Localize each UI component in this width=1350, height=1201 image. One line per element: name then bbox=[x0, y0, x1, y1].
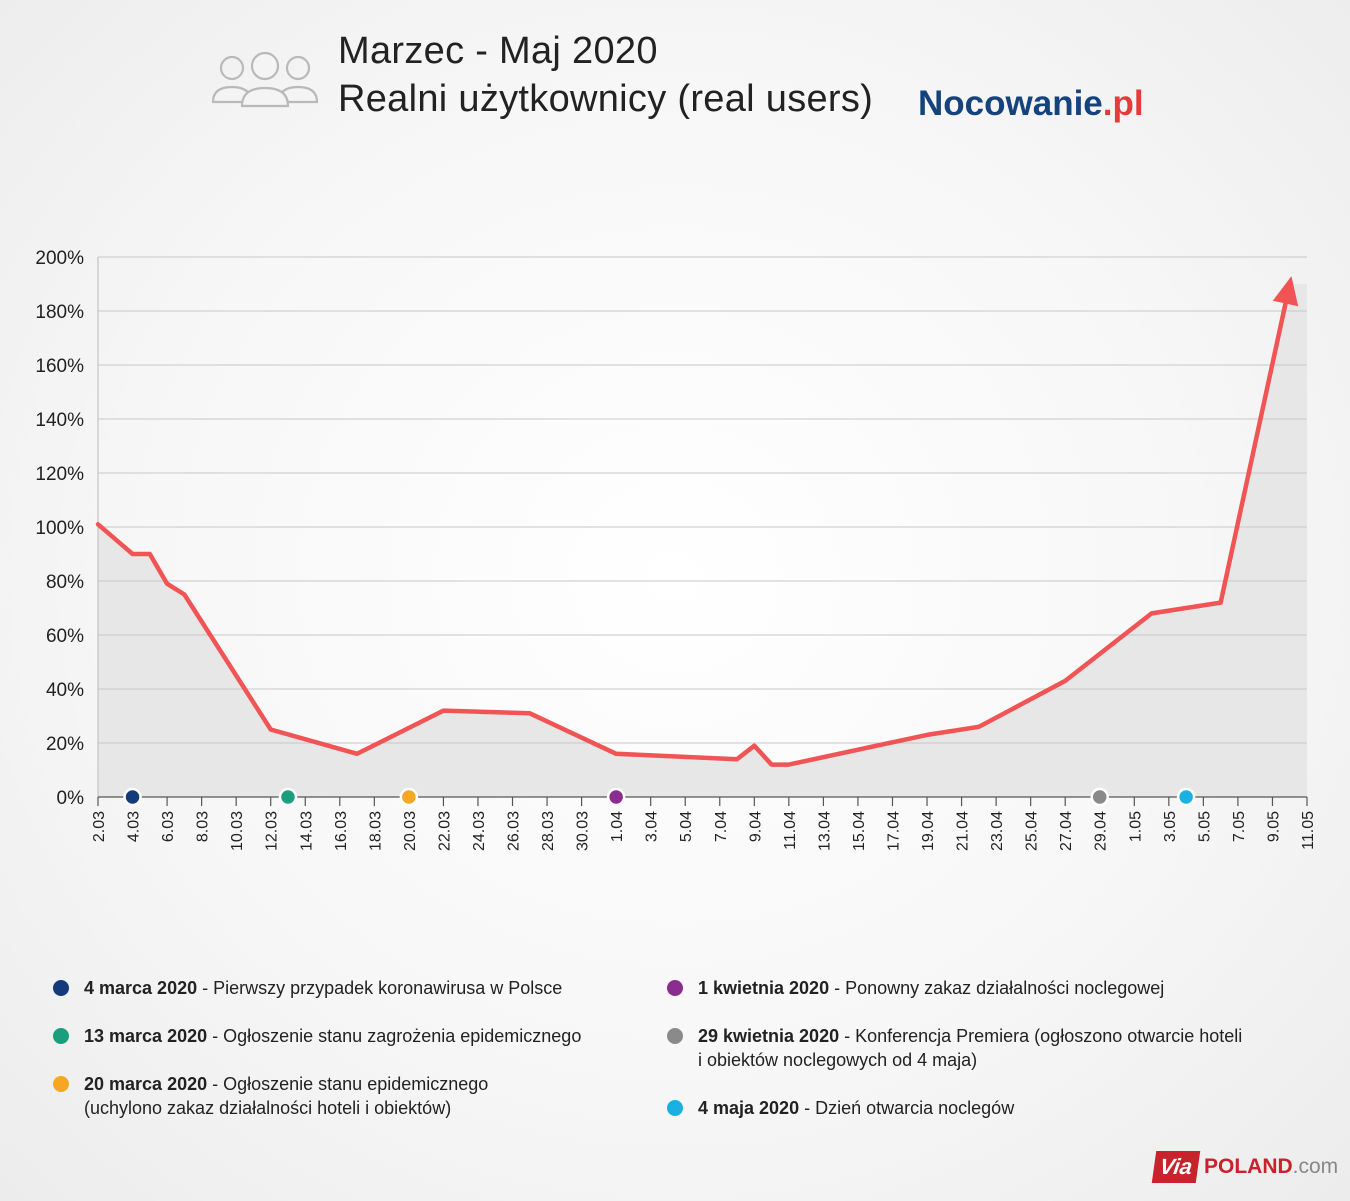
x-tick-label: 26.03 bbox=[506, 811, 523, 851]
footer-logo-site-tld: .com bbox=[1292, 1155, 1339, 1178]
x-tick-label: 24.03 bbox=[471, 811, 488, 851]
event-marker bbox=[1176, 787, 1196, 807]
legend-text: - Pierwszy przypadek koronawirusa w Pols… bbox=[197, 978, 563, 998]
legend-item: 29 kwietnia 2020 - Konferencja Premiera … bbox=[667, 1024, 1243, 1072]
x-tick-label: 4.03 bbox=[126, 811, 143, 842]
x-tick-label: 16.03 bbox=[333, 811, 350, 851]
x-tick-label: 14.03 bbox=[298, 811, 315, 851]
chart-title: Realni użytkownicy (real users) bbox=[338, 78, 874, 120]
y-tick-label: 200% bbox=[35, 248, 84, 269]
legend-date: 1 kwietnia 2020 bbox=[698, 978, 830, 998]
x-tick-label: 3.05 bbox=[1162, 811, 1179, 842]
x-tick-label: 20.03 bbox=[402, 811, 419, 851]
x-tick-label: 22.03 bbox=[436, 811, 453, 851]
x-tick-label: 7.05 bbox=[1231, 811, 1248, 842]
chart-title-period: Marzec - Maj 2020 bbox=[338, 30, 658, 72]
x-tick-label: 7.04 bbox=[713, 811, 730, 842]
legend-marker bbox=[53, 1076, 69, 1092]
y-tick-label: 140% bbox=[35, 410, 84, 431]
event-marker bbox=[606, 787, 626, 807]
legend-text-line2: i obiektów noclegowych od 4 maja) bbox=[698, 1050, 978, 1070]
y-tick-label: 120% bbox=[35, 464, 84, 485]
x-tick-label: 13.04 bbox=[816, 811, 833, 851]
legend-item: 13 marca 2020 - Ogłoszenie stanu zagroże… bbox=[53, 1024, 582, 1048]
x-tick-label: 15.04 bbox=[851, 811, 868, 851]
x-tick-label: 11.05 bbox=[1300, 811, 1317, 850]
x-tick-label: 30.03 bbox=[575, 811, 592, 851]
y-tick-label: 180% bbox=[35, 302, 84, 323]
y-tick-label: 100% bbox=[35, 518, 84, 539]
legend-text: - Ponowny zakaz działalności noclegowej bbox=[829, 978, 1165, 998]
legend-date: 29 kwietnia 2020 bbox=[698, 1026, 840, 1046]
x-tick-label: 25.04 bbox=[1024, 811, 1041, 851]
x-tick-label: 6.03 bbox=[160, 811, 177, 842]
x-tick-label: 11.04 bbox=[782, 811, 799, 850]
users-group-icon bbox=[211, 51, 319, 108]
y-tick-label: 20% bbox=[46, 734, 84, 755]
x-tick-label: 28.03 bbox=[540, 811, 557, 851]
y-tick-label: 160% bbox=[35, 356, 84, 377]
legend-item: 4 maja 2020 - Dzień otwarcia noclegów bbox=[667, 1096, 1015, 1120]
footer-logo: Via POLAND.com bbox=[1151, 1151, 1338, 1189]
x-tick-label: 1.05 bbox=[1127, 811, 1144, 842]
legend-marker bbox=[667, 1028, 683, 1044]
x-tick-label: 9.04 bbox=[747, 811, 764, 842]
legend-marker bbox=[667, 980, 683, 996]
footer-logo-site: POLAND.com bbox=[1204, 1155, 1338, 1179]
y-tick-label: 0% bbox=[57, 788, 85, 809]
x-tick-label: 1.04 bbox=[609, 811, 626, 842]
x-tick-label: 5.04 bbox=[678, 811, 695, 842]
brand-logo: Nocowanie.pl bbox=[918, 84, 1144, 124]
x-tick-label: 21.04 bbox=[955, 811, 972, 851]
x-tick-label: 23.04 bbox=[989, 811, 1006, 851]
legend-item: 20 marca 2020 - Ogłoszenie stanu epidemi… bbox=[53, 1072, 489, 1120]
y-tick-label: 60% bbox=[46, 626, 84, 647]
legend-marker bbox=[667, 1100, 683, 1116]
x-tick-label: 10.03 bbox=[229, 811, 246, 851]
y-tick-label: 80% bbox=[46, 572, 84, 593]
x-tick-label: 17.04 bbox=[885, 811, 902, 851]
legend-text: - Ogłoszenie stanu zagrożenia epidemiczn… bbox=[207, 1026, 582, 1046]
legend-item: 1 kwietnia 2020 - Ponowny zakaz działaln… bbox=[667, 976, 1165, 1000]
legend-text: - Konferencja Premiera (ogłoszono otwarc… bbox=[839, 1026, 1243, 1046]
brand-logo-tld: .pl bbox=[1102, 84, 1144, 123]
legend-marker bbox=[53, 980, 69, 996]
event-marker bbox=[399, 787, 419, 807]
y-tick-label: 40% bbox=[46, 680, 84, 701]
legend-date: 13 marca 2020 bbox=[84, 1026, 208, 1046]
event-marker bbox=[1090, 787, 1109, 807]
event-marker bbox=[123, 787, 142, 807]
legend-date: 4 marca 2020 bbox=[84, 978, 198, 998]
series-arrowhead bbox=[1272, 276, 1299, 307]
legend-text-line2: (uchylono zakaz działalności hoteli i ob… bbox=[84, 1098, 452, 1118]
footer-logo-site-name: POLAND bbox=[1204, 1155, 1293, 1178]
x-tick-label: 2.03 bbox=[91, 811, 108, 842]
x-tick-label: 9.05 bbox=[1265, 811, 1282, 842]
x-tick-label: 27.04 bbox=[1058, 811, 1075, 851]
legend-text: - Ogłoszenie stanu epidemicznego bbox=[207, 1074, 489, 1094]
event-marker bbox=[278, 787, 298, 807]
legend-date: 20 marca 2020 bbox=[84, 1074, 208, 1094]
x-tick-label: 3.04 bbox=[644, 811, 661, 842]
footer-logo-via: Via bbox=[1151, 1151, 1201, 1183]
legend-item: 4 marca 2020 - Pierwszy przypadek korona… bbox=[53, 976, 563, 1000]
brand-logo-name: Nocowanie bbox=[918, 84, 1103, 123]
x-tick-label: 29.04 bbox=[1093, 811, 1110, 851]
x-tick-label: 5.05 bbox=[1196, 811, 1213, 842]
series-line bbox=[95, 299, 1289, 767]
line-chart: 0% 20% 40% 60% 80% 100% 120% 140% 160% 180% 200% 2.… bbox=[35, 248, 1317, 851]
x-tick-label: 19.04 bbox=[920, 811, 937, 851]
legend-text: - Dzień otwarcia noclegów bbox=[799, 1098, 1015, 1118]
x-tick-label: 18.03 bbox=[367, 811, 384, 851]
x-tick-label: 8.03 bbox=[195, 811, 212, 842]
legend-marker bbox=[53, 1028, 69, 1044]
x-tick-label: 12.03 bbox=[264, 811, 281, 851]
legend-date: 4 maja 2020 bbox=[698, 1098, 800, 1118]
chart-area-fill bbox=[98, 284, 1307, 797]
